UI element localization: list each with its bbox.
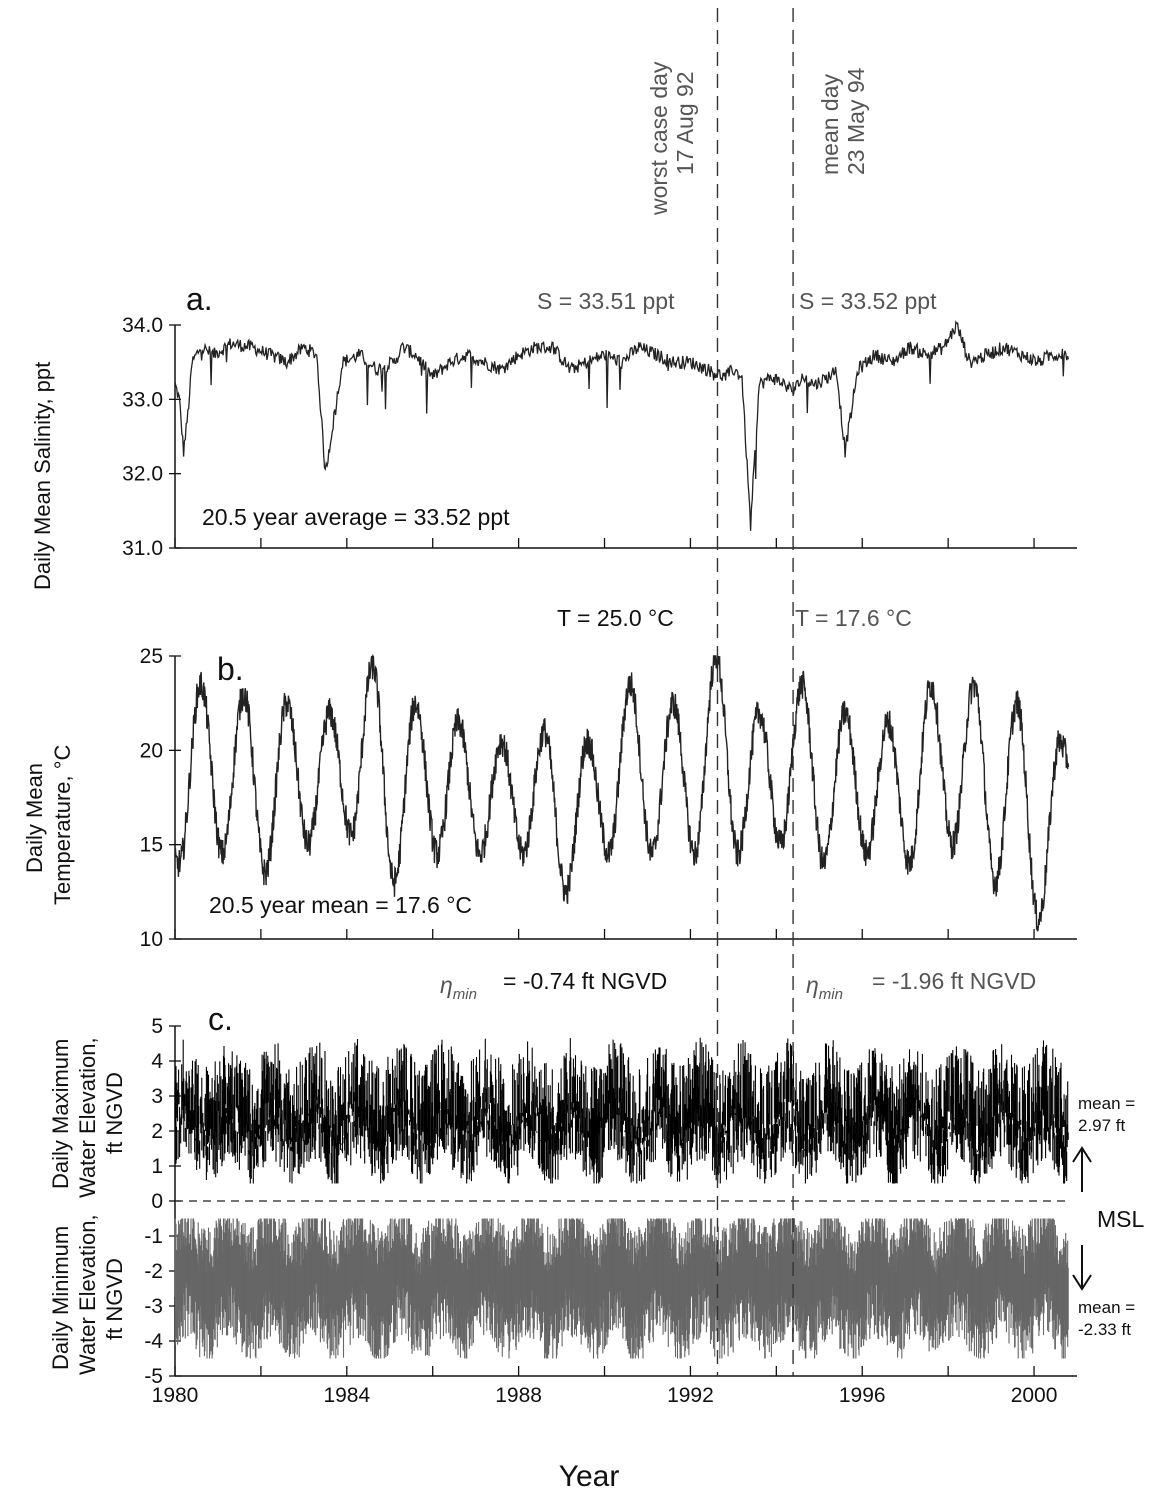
panel-c: 5 4 3 2 1 0 -1 -2 -3 -4 -5 1980 1984 1988 1992 1996 200… [48, 968, 1145, 1493]
x-tick-label: 1992 [667, 1384, 714, 1407]
event-1-label-line1: worst case day [646, 61, 672, 216]
x-tick-label: 1980 [152, 1384, 199, 1407]
event-2-label-line1: mean day [817, 73, 843, 175]
mean-max-label-line1: mean = [1078, 1094, 1135, 1113]
y-tick-label: -1 [144, 1225, 163, 1248]
mean-min-label-line2: -2.33 ft [1078, 1320, 1131, 1339]
y-tick-label: 33.0 [122, 388, 163, 411]
event-lines [716, 8, 794, 1376]
panel-a-y-axis-title: Daily Mean Salinity, ppt [30, 362, 55, 590]
panel-a-letter: a. [186, 281, 213, 317]
panel-a-average-label: 20.5 year average = 33.52 ppt [202, 504, 510, 530]
panel-b-annotation-left: T = 25.0 °C [557, 605, 674, 631]
y-tick-label: 4 [151, 1050, 163, 1073]
panel-b-annotation-right: T = 17.6 °C [795, 605, 912, 631]
event-2-label-line2: 23 May 94 [843, 67, 869, 175]
y-tick-label: 34.0 [122, 314, 163, 337]
y-tick-label: -5 [144, 1365, 163, 1388]
daily-maximum-series [174, 1037, 1069, 1184]
panel-b-average-label: 20.5 year mean = 17.6 °C [209, 892, 472, 918]
event-labels: worst case day 17 Aug 92 mean day 23 May… [646, 61, 869, 216]
panel-a-y-ticks: 34.0 33.0 32.0 31.0 [122, 314, 181, 560]
y-tick-label: 32.0 [122, 463, 163, 486]
daily-minimum-series [174, 1218, 1069, 1359]
salinity-series-line [174, 320, 1070, 531]
panel-c-x-ticks: 1980 1984 1988 1992 1996 2000 [152, 1366, 1058, 1407]
y-tick-label: 10 [140, 928, 163, 951]
lower-ylabel-line2: Water Elevation, [75, 1214, 100, 1375]
x-tick-label: 1988 [495, 1384, 542, 1407]
mean-min-label-line1: mean = [1078, 1298, 1135, 1317]
lower-ylabel-line1: Daily Minimum [48, 1226, 73, 1370]
x-tick-label: 2000 [1011, 1384, 1058, 1407]
y-tick-label: -2 [144, 1260, 163, 1283]
upper-ylabel-line1: Daily Maximum [48, 1039, 73, 1189]
lower-ylabel-line3: ft NGVD [102, 1258, 127, 1340]
panel-c-eta-left: ηmin [440, 972, 477, 1003]
y-tick-label: 0 [151, 1190, 163, 1213]
y-tick-label: 25 [140, 645, 163, 668]
event-1-label-line2: 17 Aug 92 [672, 71, 698, 175]
upper-ylabel-line2: Water Elevation, [75, 1037, 100, 1198]
y-tick-label: 31.0 [122, 537, 163, 560]
msl-label: MSL [1097, 1206, 1145, 1232]
panel-c-annotation-left: = -0.74 ft NGVD [503, 968, 667, 994]
panel-c-eta-right: ηmin [806, 972, 843, 1003]
panel-c-letter: c. [208, 1001, 233, 1037]
panel-b: 25 20 15 10 b. T = 25.0 °C T = 17.6 °C 20.5… [22, 605, 1077, 951]
panel-b-letter: b. [217, 651, 244, 687]
panel-b-y-ticks: 25 20 15 10 [140, 645, 181, 951]
x-axis-title: Year [559, 1460, 620, 1493]
y-tick-label: 5 [151, 1015, 163, 1038]
panel-c-y-ticks: 5 4 3 2 1 0 -1 -2 -3 -4 -5 [144, 1015, 181, 1388]
panel-a-annotation-left: S = 33.51 ppt [537, 288, 675, 314]
y-tick-label: 3 [151, 1085, 163, 1108]
x-tick-label: 1984 [323, 1384, 370, 1407]
arrow-up-icon [1072, 1146, 1092, 1192]
y-tick-label: 15 [140, 834, 163, 857]
panel-a-annotation-right: S = 33.52 ppt [799, 288, 937, 314]
x-tick-label: 1996 [839, 1384, 886, 1407]
y-tick-label: 1 [151, 1155, 163, 1178]
panel-b-x-ticks [174, 929, 1035, 939]
y-tick-label: 2 [151, 1120, 163, 1143]
y-tick-label: -4 [144, 1330, 163, 1353]
y-tick-label: -3 [144, 1295, 163, 1318]
y-tick-label: 20 [140, 739, 163, 762]
panel-b-y-axis-title-line1: Daily Mean [22, 763, 47, 873]
panel-c-annotation-right: = -1.96 ft NGVD [872, 968, 1036, 994]
panel-b-y-axis-title-line2: Temperature, °C [50, 744, 75, 905]
temperature-series-line [174, 654, 1070, 932]
upper-ylabel-line3: ft NGVD [102, 1072, 127, 1154]
mean-max-label-line2: 2.97 ft [1078, 1116, 1126, 1135]
arrow-down-icon [1072, 1245, 1092, 1291]
panel-a: 34.0 33.0 32.0 31.0 a. S = 33.51 ppt S = 33… [30, 281, 1077, 590]
panel-a-x-ticks [174, 538, 1035, 548]
